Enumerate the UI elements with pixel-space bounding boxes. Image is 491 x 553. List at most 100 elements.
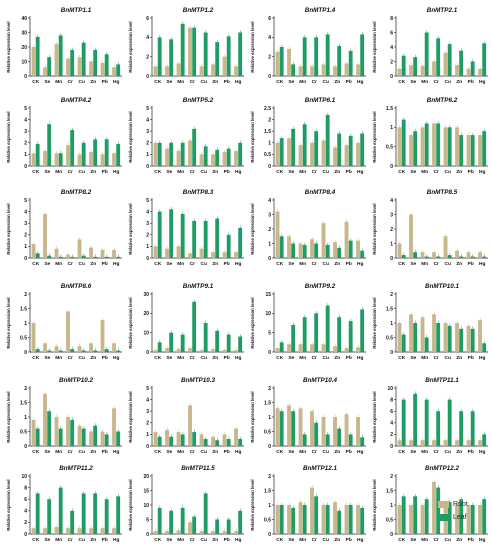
y-tick-label: 4: [390, 421, 393, 427]
x-tick-label: Pb: [346, 355, 352, 361]
y-tick-label: 1: [24, 244, 27, 250]
bar-root: [321, 344, 326, 352]
bar-leaf: [169, 436, 174, 446]
y-axis-label: Relative expression level: [250, 21, 255, 72]
bar-root: [176, 349, 181, 352]
y-tick-label: 40: [21, 16, 27, 22]
bar-root: [333, 346, 337, 352]
chart-title: BnMTP1.1: [61, 7, 92, 14]
x-tick-label: Mn: [421, 169, 428, 175]
y-tick-label: 0.5: [264, 152, 271, 158]
y-tick-label: 3: [146, 409, 149, 415]
y-tick-label: 0: [146, 164, 149, 170]
y-tick-label: 4: [390, 198, 393, 204]
bar-leaf: [203, 323, 208, 352]
bar-leaf: [436, 487, 441, 534]
bar-root: [432, 440, 436, 446]
bar-leaf: [424, 123, 429, 166]
x-tick-label: Cu: [79, 537, 85, 543]
y-tick-label: 0: [390, 74, 393, 80]
bar-root: [455, 250, 459, 258]
y-axis-label: Relative expression level: [250, 479, 255, 530]
bar-leaf: [447, 399, 452, 446]
y-tick-label: 0: [268, 164, 271, 170]
y-tick-label: 4: [146, 117, 149, 123]
x-tick-label: Pb: [346, 537, 352, 543]
x-tick-label: Hg: [235, 449, 241, 455]
bar-leaf: [447, 502, 452, 534]
bar-root: [165, 429, 169, 446]
y-tick-label: 1.5: [386, 488, 393, 494]
legend: Root Leaf: [438, 497, 490, 527]
bar-leaf: [215, 42, 220, 76]
y-tick-label: 10: [143, 503, 149, 509]
bar-leaf: [424, 256, 429, 258]
y-axis-label: Relative expression level: [6, 203, 11, 254]
bar-leaf: [93, 256, 98, 258]
bar-root: [222, 434, 227, 446]
y-tick-label: 30: [143, 292, 149, 298]
chart-svg: BnMTP9.1 Relative expression level 0 10 20 30…: [128, 283, 244, 361]
bar-leaf: [58, 487, 63, 534]
bar-root: [478, 320, 482, 352]
x-tick-label: Hg: [235, 355, 241, 361]
bar-leaf: [47, 499, 52, 534]
x-tick-label: Cu: [445, 355, 451, 361]
x-tick-label: Zn: [90, 355, 96, 361]
bar-leaf: [325, 434, 330, 446]
y-tick-label: 0.5: [386, 517, 393, 523]
bar-root: [275, 142, 280, 166]
bar-root: [31, 47, 36, 76]
x-tick-label: Zn: [90, 449, 96, 455]
bar-leaf: [447, 127, 452, 166]
bar-leaf: [360, 133, 365, 166]
y-tick-label: 0: [24, 74, 27, 80]
bar-leaf: [413, 131, 418, 166]
chart-svg: BnMTP12.1 Relative expression level 0 0.5 1 1…: [250, 465, 366, 543]
bar-leaf: [348, 321, 353, 352]
bar-leaf: [360, 250, 365, 258]
x-tick-label: Pb: [468, 449, 474, 455]
bar-leaf: [104, 54, 109, 76]
bar-root: [321, 417, 326, 446]
bar-leaf: [302, 244, 307, 258]
x-tick-label: Cu: [445, 449, 451, 455]
bar-leaf: [169, 39, 174, 76]
x-tick-label: Mn: [55, 449, 62, 455]
bar-leaf: [215, 218, 220, 258]
bar-root: [31, 323, 36, 352]
x-tick-label: Cu: [323, 169, 329, 175]
chart-svg: BnMTP4.2 Relative expression level 0 1 2 3 4 5 C…: [6, 97, 122, 175]
bar-leaf: [81, 42, 86, 76]
y-tick-label: 3: [24, 221, 27, 227]
bar-root: [287, 138, 291, 166]
x-tick-label: Mn: [55, 355, 62, 361]
y-tick-label: 0: [390, 444, 393, 450]
bar-root: [31, 528, 36, 534]
bar-leaf: [459, 50, 464, 76]
x-tick-label: Hg: [357, 537, 363, 543]
bar-root: [234, 350, 238, 352]
x-tick-label: Cu: [79, 261, 85, 267]
bar-leaf: [58, 428, 63, 446]
chart-svg: BnMTP2.1 Relative expression level 0 2 4 6 8 CK…: [372, 7, 488, 85]
bar-root: [199, 350, 204, 352]
chart-title: BnMTP4.2: [61, 97, 92, 104]
x-tick-label: Mn: [299, 449, 306, 455]
y-tick-label: 5: [146, 106, 149, 112]
bar-root: [298, 502, 303, 534]
x-tick-label: Zn: [456, 169, 462, 175]
bar-root: [199, 434, 204, 446]
x-tick-label: Pb: [102, 537, 108, 543]
bar-leaf: [325, 305, 330, 352]
bar-leaf: [436, 256, 441, 258]
bar-root: [310, 239, 314, 258]
x-tick-label: Zn: [456, 79, 462, 85]
bar-root: [356, 347, 360, 352]
y-axis-label: Relative expression level: [372, 391, 377, 442]
chart-panel: BnMTP8.5 Relative expression level 0 1 2 3 4 CK…: [370, 186, 491, 277]
bar-leaf: [116, 350, 121, 352]
chart-title: BnMTP9.1: [183, 283, 214, 290]
y-tick-label: 2: [146, 141, 149, 147]
y-tick-label: 2: [390, 292, 393, 298]
